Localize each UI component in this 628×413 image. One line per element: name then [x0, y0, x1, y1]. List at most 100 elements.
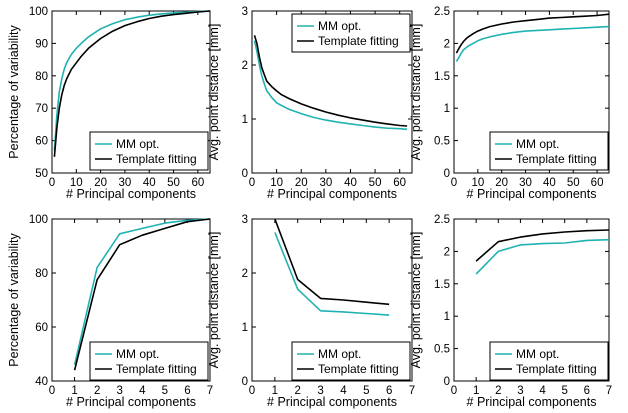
y-tick-label: 0	[242, 376, 248, 388]
y-tick-label: 2	[444, 38, 450, 50]
plot-frame	[251, 218, 413, 382]
y-tick-label: 1	[444, 311, 450, 323]
y-axis-label: Avg. point distance [mm]	[207, 24, 221, 161]
x-axis-label: # Principal components	[267, 187, 397, 201]
x-tick-label: 30	[319, 177, 332, 189]
x-tick-label: 1	[272, 385, 278, 397]
y-axis-label: Avg. point distance [mm]	[409, 232, 423, 369]
plot-frame	[251, 10, 413, 174]
x-tick-label: 40	[143, 177, 156, 189]
y-tick-label: 90	[35, 38, 48, 50]
legend: MM opt.Template fitting	[489, 131, 609, 171]
series-line-mm-opt	[455, 25, 610, 62]
x-tick-label: 30	[119, 177, 132, 189]
x-tick-label: 3	[117, 385, 123, 397]
legend-label: MM opt.	[516, 347, 559, 361]
x-tick-label: 0	[49, 177, 55, 189]
x-axis-label: # Principal components	[66, 187, 196, 201]
x-tick-label: 0	[451, 385, 457, 397]
x-tick-label: 10	[471, 177, 484, 189]
x-tick-label: 6	[184, 385, 190, 397]
y-axis-label: Avg. point distance [mm]	[207, 232, 221, 369]
series-line-mm-opt	[475, 238, 610, 275]
legend-label: MM opt.	[516, 137, 559, 151]
x-tick-label: 30	[519, 177, 532, 189]
x-axis-label: # Principal components	[267, 395, 397, 409]
y-tick-label: 60	[35, 322, 48, 334]
y-tick-label: 1	[242, 114, 248, 126]
series-line-mm-opt	[53, 10, 211, 151]
x-tick-label: 10	[70, 177, 83, 189]
x-tick-label: 4	[340, 385, 347, 397]
x-tick-label: 50	[567, 177, 580, 189]
y-tick-label: 2.5	[434, 214, 450, 226]
y-axis-label: Avg. point distance [mm]	[409, 24, 423, 161]
legend: MM opt.Template fitting	[291, 341, 411, 381]
x-tick-label: 60	[191, 177, 204, 189]
x-tick-label: 40	[543, 177, 556, 189]
y-tick-label: 0.5	[434, 344, 450, 356]
legend-box	[89, 341, 209, 381]
x-tick-label: 7	[409, 385, 415, 397]
y-tick-label: 1.5	[434, 71, 450, 83]
y-axis-label: Percentage of variability	[7, 25, 21, 159]
legend: MM opt.Template fitting	[489, 341, 609, 381]
y-tick-label: 0	[242, 168, 248, 180]
y-tick-label: 80	[35, 268, 48, 280]
x-tick-label: 4	[539, 385, 546, 397]
x-tick-label: 0	[451, 177, 457, 189]
y-tick-label: 70	[35, 103, 48, 115]
legend: MM opt.Template fitting	[89, 341, 209, 381]
series-line-template-fitting	[73, 218, 211, 371]
series-line-template-fitting	[274, 218, 390, 306]
y-tick-label: 100	[29, 6, 48, 18]
series-line-template-fitting	[53, 10, 211, 157]
series-line-template-fitting	[253, 35, 408, 127]
series-line-mm-opt	[253, 40, 408, 131]
legend-label: MM opt.	[318, 19, 361, 33]
y-tick-label: 100	[29, 214, 48, 226]
legend-label: Template fitting	[516, 362, 597, 376]
plot-frame	[453, 10, 610, 174]
y-tick-label: 1	[242, 322, 248, 334]
legend: MM opt.Template fitting	[89, 131, 209, 171]
x-tick-label: 1	[473, 385, 479, 397]
y-tick-label: 80	[35, 71, 48, 83]
legend-label: Template fitting	[318, 34, 399, 48]
x-tick-label: 3	[517, 385, 523, 397]
plot-frame	[51, 10, 211, 174]
legend-box	[89, 131, 209, 171]
x-tick-label: 6	[386, 385, 392, 397]
y-tick-label: 3	[242, 6, 248, 18]
y-tick-label: 1.5	[434, 279, 450, 291]
legend-label: Template fitting	[116, 152, 197, 166]
x-tick-label: 50	[369, 177, 382, 189]
plot-frame	[51, 218, 211, 382]
x-tick-label: 2	[495, 385, 501, 397]
series-line-mm-opt	[73, 218, 211, 365]
x-tick-label: 1	[71, 385, 77, 397]
x-tick-label: 0	[249, 385, 255, 397]
x-axis-label: # Principal components	[66, 395, 196, 409]
y-tick-label: 50	[35, 168, 48, 180]
x-tick-label: 7	[207, 385, 213, 397]
x-tick-label: 40	[344, 177, 357, 189]
legend: MM opt.Template fitting	[291, 13, 411, 53]
y-tick-label: 2	[242, 60, 248, 72]
x-axis-label: # Principal components	[467, 187, 597, 201]
y-tick-label: 0	[444, 168, 450, 180]
x-tick-label: 0	[249, 177, 255, 189]
y-tick-label: 2	[444, 246, 450, 258]
y-tick-label: 1	[444, 103, 450, 115]
legend-box	[291, 341, 411, 381]
x-tick-label: 20	[295, 177, 308, 189]
legend-label: MM opt.	[318, 347, 361, 361]
legend-label: Template fitting	[516, 152, 597, 166]
plot-frame	[453, 218, 610, 382]
y-tick-label: 0.5	[434, 136, 450, 148]
legend-box	[489, 341, 609, 381]
x-tick-label: 7	[606, 385, 612, 397]
legend-label: MM opt.	[116, 137, 159, 151]
